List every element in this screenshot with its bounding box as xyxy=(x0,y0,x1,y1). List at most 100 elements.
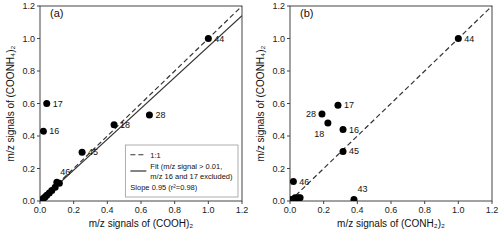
x-tick-label: 1.2 xyxy=(236,205,249,215)
y-tick xyxy=(287,168,290,169)
x-axis-label: m/z signals of (CONH₂)₂ xyxy=(337,218,445,229)
x-tick xyxy=(107,201,108,204)
x-tick-label: 0.4 xyxy=(101,205,114,215)
legend-box xyxy=(125,145,238,197)
point-label: 17 xyxy=(344,100,354,110)
y-tick-label: 0.2 xyxy=(22,164,35,174)
y-tick-label: 0.8 xyxy=(22,66,35,76)
marks xyxy=(290,6,492,201)
y-tick-label: 0.4 xyxy=(272,131,285,141)
panel: 0.0 0.2 0.4 0.6 0.8 1.0 1.2 0.0 0.2 0.4 0.6 0.8 1.0 1… xyxy=(5,1,249,229)
x-tick xyxy=(73,201,74,204)
x-tick-label: 1.2 xyxy=(486,205,499,215)
x-tick-label: 0.8 xyxy=(418,205,431,215)
x-tick-label: 0.0 xyxy=(284,205,297,215)
point-label: 16 xyxy=(49,126,59,136)
x-tick xyxy=(424,201,425,204)
data-point xyxy=(340,126,347,133)
point-label: 46 xyxy=(299,177,309,187)
data-point xyxy=(318,111,325,118)
axis-frame xyxy=(290,6,492,201)
x-tick-label: 0.8 xyxy=(168,205,181,215)
plot-area xyxy=(40,6,242,201)
x-tick xyxy=(492,201,493,204)
x-tick xyxy=(208,201,209,204)
y-tick xyxy=(287,136,290,137)
point-label: 17 xyxy=(53,99,63,109)
plot-area xyxy=(290,6,492,201)
x-tick-label: 0.6 xyxy=(385,205,398,215)
x-tick xyxy=(141,201,142,204)
legend-entry: 1:1 xyxy=(150,150,160,159)
reference-line xyxy=(40,6,242,201)
annotation: Slope 0.95 (r²=0.98) xyxy=(130,183,197,192)
data-point xyxy=(205,35,212,42)
y-axis-label: m/z signals of (COONH₄)₂ xyxy=(5,46,16,162)
reference-line xyxy=(290,6,492,201)
y-tick-label: 0.0 xyxy=(22,196,35,206)
y-tick xyxy=(287,71,290,72)
y-tick-label: 0.4 xyxy=(22,131,35,141)
x-tick xyxy=(242,201,243,204)
y-tick xyxy=(37,103,40,104)
y-tick xyxy=(37,168,40,169)
y-tick xyxy=(287,201,290,202)
y-tick-label: 0.8 xyxy=(272,66,285,76)
figure: 0.0 0.2 0.4 0.6 0.8 1.0 1.2 0.0 0.2 0.4 0.6 0.8 1.0 1… xyxy=(0,0,500,233)
y-tick xyxy=(37,6,40,7)
panel-title: (a) xyxy=(50,7,63,19)
data-point xyxy=(297,194,304,201)
data-point xyxy=(324,120,331,127)
x-tick-label: 1.0 xyxy=(202,205,215,215)
legend: 1:1 Fit (m/z signal > 0.01,m/z 16 and 17 … xyxy=(125,145,238,197)
point-label: 45 xyxy=(88,147,98,157)
legend-entry-line: Fit (m/z signal > 0.01, xyxy=(150,162,222,171)
y-tick xyxy=(37,201,40,202)
y-tick xyxy=(37,136,40,137)
x-tick-label: 0.6 xyxy=(135,205,148,215)
point-label: 44 xyxy=(464,34,474,44)
axis-frame xyxy=(40,6,242,201)
y-tick-label: 1.0 xyxy=(272,34,285,44)
x-tick-label: 0.2 xyxy=(67,205,80,215)
y-tick xyxy=(287,38,290,39)
data-point xyxy=(79,149,86,156)
y-tick-label: 0.6 xyxy=(272,99,285,109)
x-tick-label: 0.0 xyxy=(34,205,47,215)
y-tick xyxy=(287,103,290,104)
point-label: 46 xyxy=(60,167,70,177)
data-point xyxy=(340,148,347,155)
data-point xyxy=(111,121,118,128)
fit-line xyxy=(40,16,242,201)
data-point xyxy=(455,35,462,42)
y-tick-label: 1.0 xyxy=(22,34,35,44)
data-point xyxy=(40,128,47,135)
legend-handle xyxy=(130,154,146,155)
data-point xyxy=(43,100,50,107)
legend-entry-line: m/z 16 and 17 excluded) xyxy=(150,171,233,180)
x-tick-label: 0.2 xyxy=(317,205,330,215)
point-label: 45 xyxy=(349,146,359,156)
legend-entry-line: 1:1 xyxy=(150,150,160,159)
panel-title: (b) xyxy=(300,7,313,19)
legend-entry: Fit (m/z signal > 0.01,m/z 16 and 17 exc… xyxy=(150,162,233,181)
data-point xyxy=(334,102,341,109)
data-point xyxy=(350,196,357,201)
point-label: 18 xyxy=(120,120,130,130)
y-tick xyxy=(287,6,290,7)
point-label: 18 xyxy=(314,129,324,139)
point-label: 28 xyxy=(155,110,165,120)
data-point xyxy=(146,111,153,118)
x-axis-label: m/z signals of (COOH)₂ xyxy=(89,218,194,229)
point-label: 16 xyxy=(349,125,359,135)
y-tick-label: 0.0 xyxy=(272,196,285,206)
marks xyxy=(40,6,242,201)
point-label: 43 xyxy=(357,184,367,194)
y-tick-label: 0.2 xyxy=(272,164,285,174)
y-tick-label: 0.6 xyxy=(22,99,35,109)
x-tick xyxy=(174,201,175,204)
point-label: 28 xyxy=(306,109,316,119)
x-tick xyxy=(391,201,392,204)
y-tick-label: 1.2 xyxy=(272,1,285,11)
y-tick xyxy=(37,38,40,39)
